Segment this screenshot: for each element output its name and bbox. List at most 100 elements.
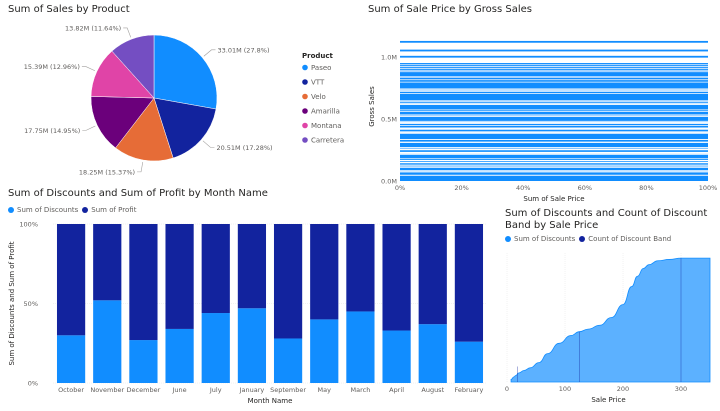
x-tick-label: 0 [505, 385, 509, 393]
month-chart[interactable]: 0% 50% 100% October November December June July… [0, 185, 495, 411]
bar-discounts [273, 338, 303, 383]
x-axis-title: Month Name [248, 397, 293, 405]
legend-label-discounts: Sum of Discounts [17, 206, 79, 214]
legend-swatch-profit [82, 207, 89, 213]
x-tick-label: 100% [699, 184, 718, 192]
legend-swatch-discounts [8, 207, 14, 213]
bar-profit [454, 224, 484, 342]
y-tick-label: 50% [24, 300, 38, 308]
month-chart-title: Sum of Discounts and Sum of Profit by Mo… [8, 188, 268, 199]
legend-label-count-band: Count of Discount Band [588, 235, 672, 243]
pie-legend-swatch [302, 122, 308, 129]
bar [400, 40, 708, 43]
pie-legend-label: Velo [311, 93, 326, 101]
pie-data-label: 20.51M (17.28%) [216, 144, 272, 152]
bar-profit [237, 224, 267, 309]
x-tick-label: June [172, 386, 187, 394]
x-tick-label: April [389, 386, 404, 394]
bar-profit [93, 224, 122, 301]
bar-discounts [346, 311, 375, 383]
x-tick-label: May [318, 386, 332, 394]
x-tick-label: March [351, 386, 371, 394]
bar-discounts [382, 330, 411, 383]
bar-profit [273, 224, 303, 339]
gross-sales-chart-panel[interactable]: Sum of Sale Price by Gross Sales 0.0M 0.5… [360, 0, 720, 205]
pie-legend-label: Amarilla [311, 108, 340, 116]
x-tick-label: 40% [516, 184, 530, 192]
bar-discounts [129, 340, 158, 383]
pie-legend-swatch [302, 108, 308, 114]
x-tick-label: 60% [578, 184, 592, 192]
bar-profit [129, 224, 158, 341]
bar-profit [165, 224, 194, 329]
pie-leader-line [137, 161, 144, 173]
pie-data-label: 18.25M (15.37%) [79, 168, 135, 176]
y-tick-label: 0% [28, 380, 38, 388]
y-axis-title: Gross Sales [368, 86, 376, 127]
pie-legend-label: VTT [311, 79, 325, 87]
x-tick-label: 20% [454, 184, 468, 192]
x-tick-label: 0% [395, 184, 405, 192]
month-chart-panel[interactable]: Sum of Discounts and Sum of Profit by Mo… [0, 185, 495, 411]
bar [400, 49, 708, 52]
bar-discounts [454, 341, 484, 383]
legend-label-profit: Sum of Profit [91, 206, 137, 214]
bar-discounts [165, 328, 194, 383]
x-tick-label: February [455, 386, 484, 394]
legend-swatch-sum-discounts [505, 236, 511, 242]
x-tick-label: 100 [559, 385, 571, 393]
bar-discounts [93, 300, 122, 383]
area-sum-discounts [510, 257, 711, 383]
pie-legend-swatch [302, 137, 308, 143]
y-tick-label: 100% [19, 221, 38, 229]
pie-slice [111, 34, 155, 99]
x-axis-title: Sum of Sale Price [523, 195, 584, 203]
legend-label-sum-discounts: Sum of Discounts [514, 235, 576, 243]
pie-legend-label: Carretera [311, 137, 344, 145]
pie-leader-line [203, 49, 216, 57]
x-tick-label: 80% [639, 184, 653, 192]
y-tick-label: 0.5M [381, 115, 397, 123]
x-tick-label: September [270, 386, 306, 394]
month-chart-legend: Sum of Discounts Sum of Profit [8, 206, 136, 214]
pie-slice [153, 97, 217, 159]
bar-profit [310, 224, 339, 320]
x-tick-label: 200 [617, 385, 629, 393]
y-tick-label: 0.0M [381, 178, 397, 186]
pie-legend-swatch [302, 79, 308, 85]
bar-profit [201, 224, 230, 314]
y-axis-title: Sum of Discounts and Sum of Profit [8, 241, 16, 365]
gross-sales-chart-title: Sum of Sale Price by Gross Sales [368, 4, 532, 15]
pie-chart-title: Sum of Sales by Product [8, 4, 130, 15]
sale-price-chart-panel[interactable]: Sum of Discounts and Count of Discount B… [495, 205, 720, 411]
bar-profit [382, 224, 411, 331]
x-tick-label: October [58, 386, 84, 394]
pie-data-label: 17.75M (14.95%) [24, 127, 80, 135]
pie-chart-panel[interactable]: Sum of Sales by Product 33.01M (27.8%) 20… [0, 0, 360, 185]
bar-discounts [418, 324, 447, 383]
pie-data-label: 15.39M (12.96%) [24, 63, 80, 71]
pie-slice [153, 34, 218, 110]
x-axis-title: Sale Price [591, 396, 625, 404]
pie-legend-title: Product [302, 52, 334, 60]
bar-profit [56, 224, 86, 336]
pie-legend-label: Montana [311, 122, 342, 130]
x-tick-label: August [421, 386, 444, 394]
bar-discounts [237, 308, 267, 383]
gross-sales-chart[interactable]: 0.0M0.5M1.0M0% 20% 40% 60% 80% 100%Sum of Sal… [360, 0, 720, 205]
x-tick-label: January [239, 386, 265, 394]
bar-profit [418, 224, 447, 325]
sale-price-chart[interactable]: 0 100 200 300 Sale Price [495, 205, 720, 411]
sale-price-chart-legend: Sum of Discounts Count of Discount Band [505, 235, 671, 243]
pie-chart[interactable]: 33.01M (27.8%) 20.51M (17.28%) 18.25M (15.… [0, 0, 360, 185]
pie-leader-line [123, 27, 132, 38]
pie-legend-swatch [302, 93, 308, 100]
x-tick-label: December [127, 386, 161, 394]
bar [400, 55, 708, 58]
legend-swatch-count-band [579, 236, 586, 242]
bar-profit [346, 224, 375, 312]
bar-discounts [56, 335, 86, 383]
x-tick-label: July [209, 386, 222, 394]
pie-leader-line [202, 140, 215, 148]
pie-legend-swatch [302, 64, 308, 71]
